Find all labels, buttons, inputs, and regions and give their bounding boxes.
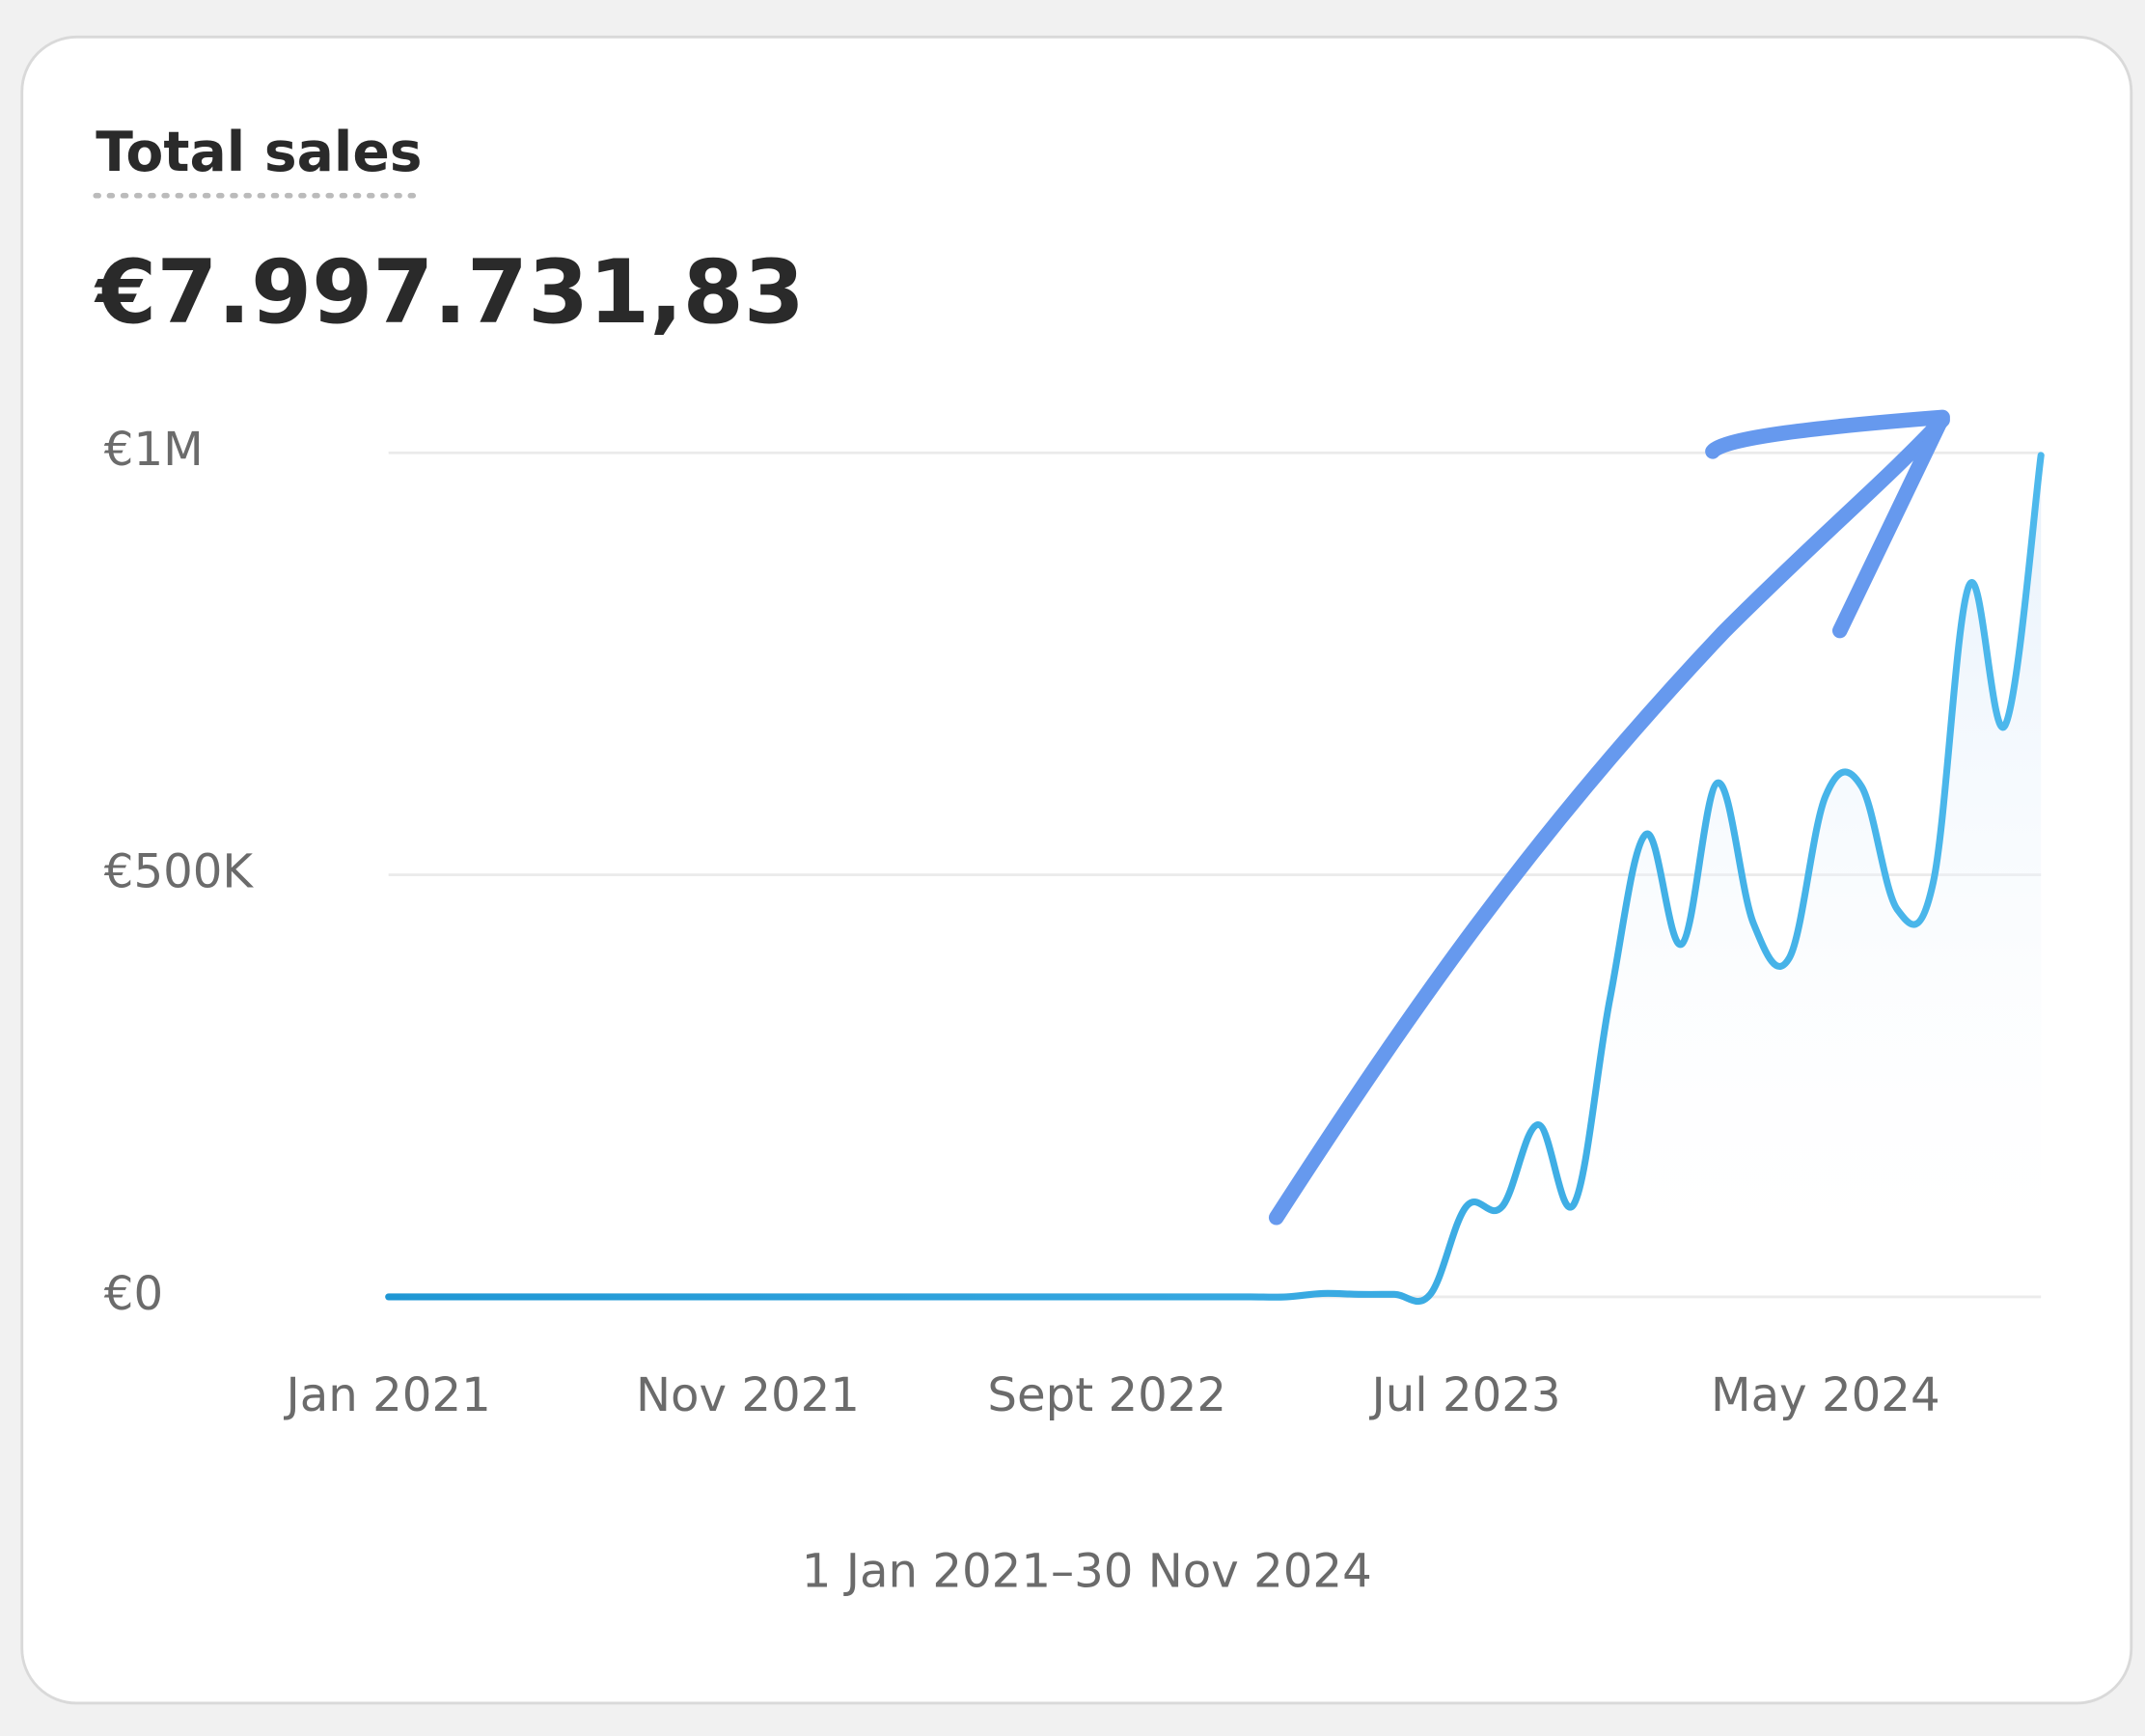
line-area: [388, 455, 2042, 1302]
annotation-arrow: [1268, 409, 1950, 1226]
x-tick-label: Jul 2023: [1368, 1368, 1560, 1422]
arrow-shaft: [1268, 412, 1950, 1226]
card-title[interactable]: Total sales: [96, 121, 422, 184]
y-tick-label: €500K: [104, 845, 255, 899]
x-tick-label: May 2024: [1711, 1368, 1940, 1422]
x-tick-label: Sept 2022: [987, 1368, 1226, 1422]
x-tick-label: Nov 2021: [636, 1368, 860, 1422]
legend-label: 1 Jan 2021–30 Nov 2024: [802, 1545, 1372, 1599]
arrow-head: [1705, 409, 1950, 639]
total-value: €7.997.731,83: [94, 242, 805, 344]
sales-line: [385, 452, 2045, 1306]
x-tick-label: Jan 2021: [284, 1368, 491, 1422]
y-tick-label: €0: [104, 1267, 163, 1321]
plot: €0 €500K €1M Jan 2021 Nov 2021 Sept 2022 Jul 2…: [104, 423, 2045, 1599]
y-tick-label: €1M: [104, 423, 204, 477]
